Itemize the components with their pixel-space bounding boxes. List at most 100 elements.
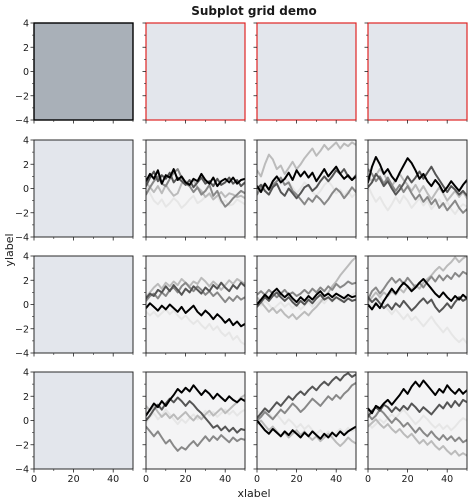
series-line-1 (146, 170, 245, 189)
series-line-2 (368, 168, 467, 214)
series-line-0 (146, 384, 245, 417)
subplot-3-1: 0 20 40 (142, 371, 246, 485)
subplot-2-2 (253, 255, 357, 357)
y-tick-label: 4 (23, 252, 29, 263)
subplot-2-0: −4 −2 0 2 4 (15, 252, 134, 360)
series-line-3 (257, 256, 356, 321)
subplot-1-0: −4 −2 0 2 4 (15, 136, 134, 244)
series-line-4 (368, 408, 467, 432)
x-tick-label: 20 (291, 474, 303, 485)
series-line-0 (146, 168, 245, 188)
subplot-3-2: 0 20 40 (253, 371, 357, 485)
series-line-3 (368, 168, 467, 202)
series-line-0 (257, 419, 356, 440)
series-line-0 (257, 287, 356, 306)
y-tick-label: 4 (23, 368, 29, 379)
series-group (257, 372, 356, 447)
x-tick-label: 20 (402, 474, 414, 485)
x-tick-label: 0 (365, 474, 371, 485)
x-tick-label: 40 (219, 474, 231, 485)
series-line-0 (368, 379, 467, 415)
x-tick-label: 0 (31, 474, 37, 485)
series-group (368, 379, 467, 457)
y-tick-label: 0 (23, 416, 29, 427)
series-line-0 (368, 156, 467, 194)
y-tick-label: 0 (23, 184, 29, 195)
series-line-3 (368, 256, 467, 304)
y-tick-label: 4 (23, 19, 29, 30)
series-line-2 (257, 381, 356, 422)
y-tick-label: −4 (15, 465, 29, 476)
series-line-2 (368, 408, 467, 444)
series-group (368, 256, 467, 345)
y-axis-label: ylabel (3, 233, 16, 266)
subplot-1-3 (364, 139, 468, 241)
series-line-3 (368, 418, 467, 457)
series-line-2 (146, 425, 245, 452)
series-line-2 (257, 176, 356, 206)
x-tick-label: 40 (330, 474, 342, 485)
x-tick-label: 0 (254, 474, 260, 485)
series-line-4 (146, 308, 245, 346)
subplot-1-2 (253, 139, 357, 241)
subplot-2-1 (142, 255, 246, 357)
x-tick-label: 40 (441, 474, 453, 485)
series-line-3 (146, 276, 245, 299)
series-line-3 (257, 141, 356, 178)
subplot-0-1 (142, 22, 246, 124)
y-tick-label: −2 (15, 440, 29, 451)
series-group (368, 156, 467, 215)
y-tick-label: −2 (15, 324, 29, 335)
y-tick-label: 4 (23, 136, 29, 147)
axes-background (257, 372, 356, 469)
series-line-1 (368, 398, 467, 418)
y-tick-label: −2 (15, 208, 29, 219)
series-line-1 (146, 396, 245, 434)
series-group (146, 276, 245, 346)
axes-background (34, 372, 133, 469)
series-line-1 (257, 291, 356, 308)
axes-background (34, 256, 133, 353)
series-line-1 (257, 372, 356, 420)
x-tick-label: 40 (107, 474, 119, 485)
x-tick-label: 0 (143, 474, 149, 485)
y-tick-label: −4 (15, 116, 29, 127)
x-tick-label: 20 (68, 474, 80, 485)
series-group (146, 168, 245, 209)
series-line-0 (146, 302, 245, 328)
subplot-2-3 (364, 255, 468, 357)
y-tick-label: 2 (23, 392, 29, 403)
axes-background (146, 256, 245, 353)
figure-title: Subplot grid demo (191, 4, 317, 18)
subplot-0-2 (253, 22, 357, 124)
series-line-0 (368, 278, 467, 311)
series-line-1 (146, 281, 245, 300)
subplot-3-3: 0 20 40 (364, 371, 468, 485)
x-tick-label: 20 (180, 474, 192, 485)
axes-background (257, 23, 356, 120)
subplot-0-0: −4 −2 0 2 4 (15, 19, 134, 127)
series-line-4 (368, 296, 467, 345)
axes-background (34, 23, 133, 120)
series-line-0 (257, 165, 356, 194)
axes-background (368, 23, 467, 120)
y-tick-label: 0 (23, 67, 29, 78)
axes-background (146, 23, 245, 120)
axes-background (34, 140, 133, 237)
series-group (257, 256, 356, 321)
series-line-1 (368, 296, 467, 313)
series-group (146, 384, 245, 452)
subplot-0-3 (364, 22, 468, 124)
y-tick-label: −4 (15, 233, 29, 244)
series-line-4 (368, 185, 467, 215)
y-tick-label: 0 (23, 300, 29, 311)
y-tick-label: 2 (23, 160, 29, 171)
y-tick-label: 2 (23, 43, 29, 54)
x-axis-label: xlabel (237, 487, 270, 500)
y-tick-label: −4 (15, 349, 29, 360)
subplot-1-1 (142, 139, 246, 241)
series-line-3 (146, 394, 245, 422)
